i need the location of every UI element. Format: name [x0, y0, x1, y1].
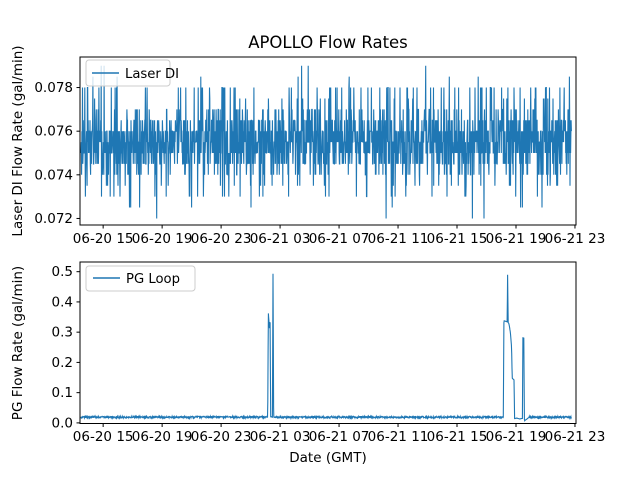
x-tick-label: 06-20 15 — [73, 429, 134, 445]
y-tick-label: 0.4 — [52, 294, 73, 310]
x-axis-label: Date (GMT) — [289, 450, 366, 466]
laser-di-line — [80, 65, 572, 219]
x-tick-label: 06-21 03 — [250, 429, 311, 445]
legend: Laser DI — [85, 59, 179, 87]
y-tick-label: 0.5 — [52, 264, 73, 280]
x-tick-label: 06-21 07 — [309, 231, 370, 247]
x-tick-label: 06-21 23 — [545, 231, 606, 247]
axes-frame — [79, 261, 577, 424]
x-tick-label: 06-21 19 — [486, 429, 547, 445]
x-tick-label: 06-20 23 — [191, 231, 252, 247]
bottom-y-axis-label: PG Flow Rate (gal/min) — [10, 266, 26, 420]
y-tick-label: 0.074 — [34, 167, 73, 183]
y-tick-label: 0.2 — [52, 355, 73, 371]
legend-box — [85, 59, 171, 87]
x-tick-label: 06-21 19 — [486, 231, 547, 247]
x-tick-label: 06-21 11 — [368, 231, 429, 247]
legend-label: PG Loop — [126, 272, 180, 287]
pg-loop-line — [80, 273, 572, 422]
x-tick-label: 06-20 15 — [73, 231, 134, 247]
y-tick-label: 0.076 — [34, 124, 73, 140]
y-tick-label: 0.3 — [52, 325, 73, 341]
axes-frame — [79, 56, 577, 226]
top-y-axis-label: Laser DI Flow Rate (gal/min) — [10, 45, 26, 236]
y-tick-label: 0.1 — [52, 385, 73, 401]
x-tick-label: 06-21 07 — [309, 429, 370, 445]
x-tick-label: 06-21 03 — [250, 231, 311, 247]
chart-title: APOLLO Flow Rates — [248, 33, 408, 52]
y-tick-label: 0.072 — [34, 211, 73, 227]
x-tick-label: 06-21 15 — [427, 231, 488, 247]
x-tick-label: 06-21 23 — [545, 429, 606, 445]
legend-label: Laser DI — [125, 67, 179, 82]
legend-box — [85, 265, 196, 292]
x-tick-label: 06-20 19 — [132, 231, 193, 247]
legend: PG Loop — [85, 265, 196, 292]
x-tick-label: 06-20 19 — [132, 429, 193, 445]
x-tick-label: 06-21 15 — [427, 429, 488, 445]
x-tick-label: 06-20 23 — [191, 429, 252, 445]
y-tick-label: 0.0 — [52, 415, 73, 431]
x-tick-label: 06-21 11 — [368, 429, 429, 445]
y-tick-label: 0.078 — [34, 80, 73, 96]
